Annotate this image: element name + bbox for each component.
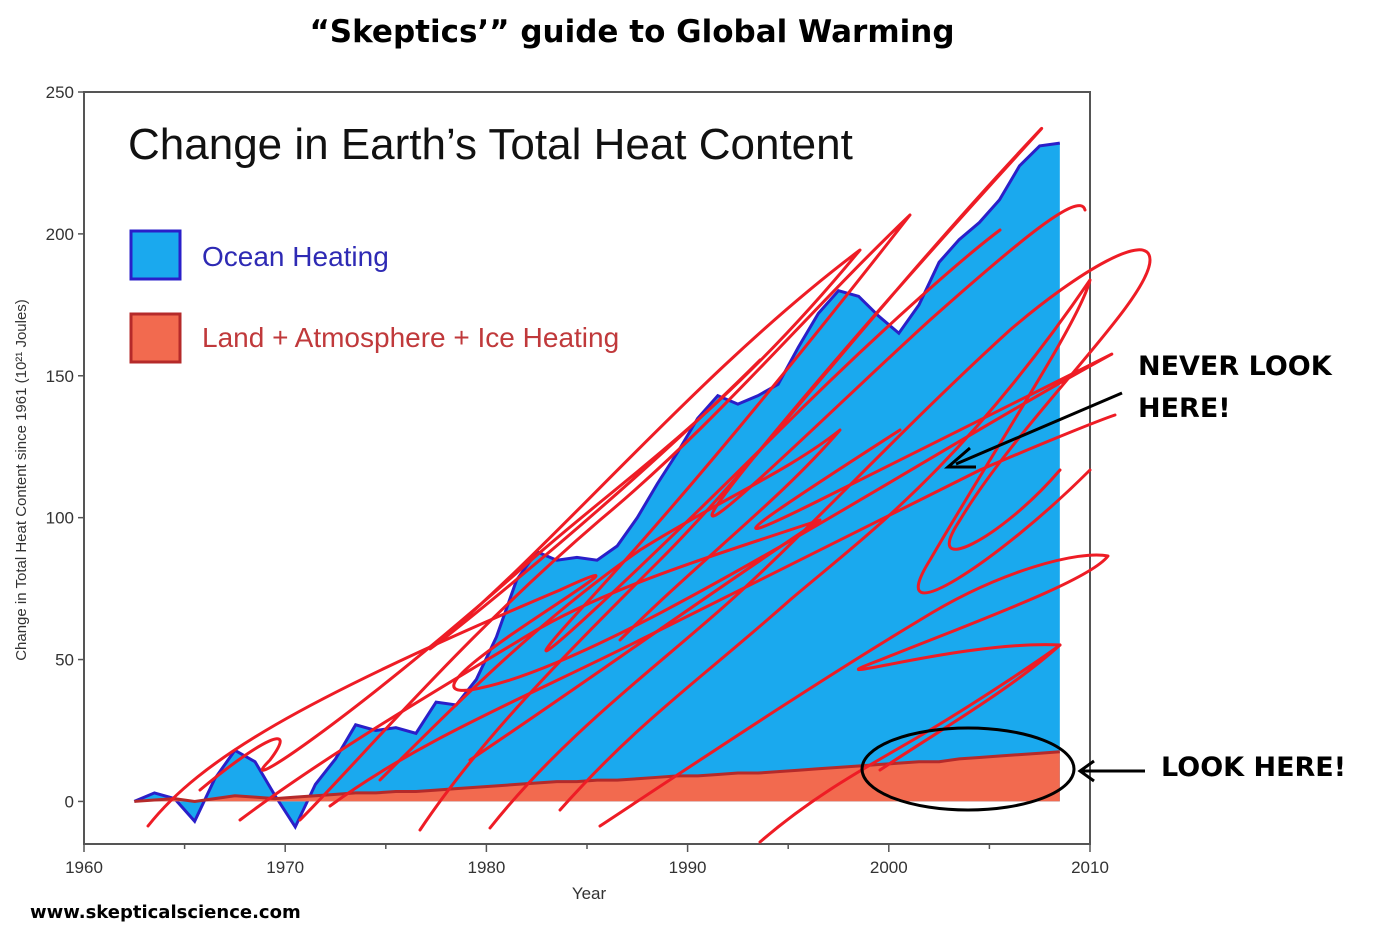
legend-ocean-swatch bbox=[129, 229, 182, 281]
x-axis-label: Year bbox=[572, 884, 607, 903]
scribble-overlay bbox=[146, 126, 1152, 844]
look-here-callout: LOOK HERE! bbox=[1161, 752, 1347, 783]
ocean-heating-line bbox=[133, 141, 1061, 831]
y-tick-label: 50 bbox=[55, 651, 74, 670]
y-axis-label: Change in Total Heat Content since 1961 … bbox=[13, 299, 30, 661]
legend-land-swatch bbox=[129, 312, 182, 364]
x-tick-label: 2000 bbox=[870, 858, 908, 877]
x-tick-label: 1980 bbox=[467, 858, 505, 877]
y-tick-label: 200 bbox=[46, 225, 74, 244]
x-tick-label: 1960 bbox=[65, 858, 103, 877]
look-here-ellipse bbox=[860, 726, 1076, 812]
y-tick-label: 250 bbox=[46, 83, 74, 102]
legend-land-label: Land + Atmosphere + Ice Heating bbox=[202, 322, 619, 353]
never-look-arrow bbox=[943, 391, 1123, 469]
y-tick-label: 0 bbox=[65, 792, 74, 811]
legend-ocean-label: Ocean Heating bbox=[202, 241, 389, 272]
y-tick-label: 100 bbox=[46, 509, 74, 528]
look-here-arrow bbox=[1077, 759, 1145, 783]
chart-title: Change in Earth’s Total Heat Content bbox=[128, 120, 853, 169]
legend: Ocean Heating Land + Atmosphere + Ice He… bbox=[129, 229, 619, 364]
axes-layer: 0 50 100 150 200 250 1960 1970 1980 1990 2000 2010 bbox=[46, 83, 1109, 877]
y-tick-label: 150 bbox=[46, 367, 74, 386]
ocean-heating-area bbox=[134, 143, 1060, 827]
headline: “Skeptics’” guide to Global Warming bbox=[309, 14, 955, 50]
source-url: www.skepticalscience.com bbox=[30, 902, 301, 923]
x-tick-label: 1970 bbox=[266, 858, 304, 877]
x-tick-label: 2010 bbox=[1071, 858, 1109, 877]
x-tick-label: 1990 bbox=[669, 858, 707, 877]
land-heating-line bbox=[134, 750, 1060, 803]
never-look-here-callout: NEVER LOOK HERE! bbox=[1138, 351, 1332, 424]
